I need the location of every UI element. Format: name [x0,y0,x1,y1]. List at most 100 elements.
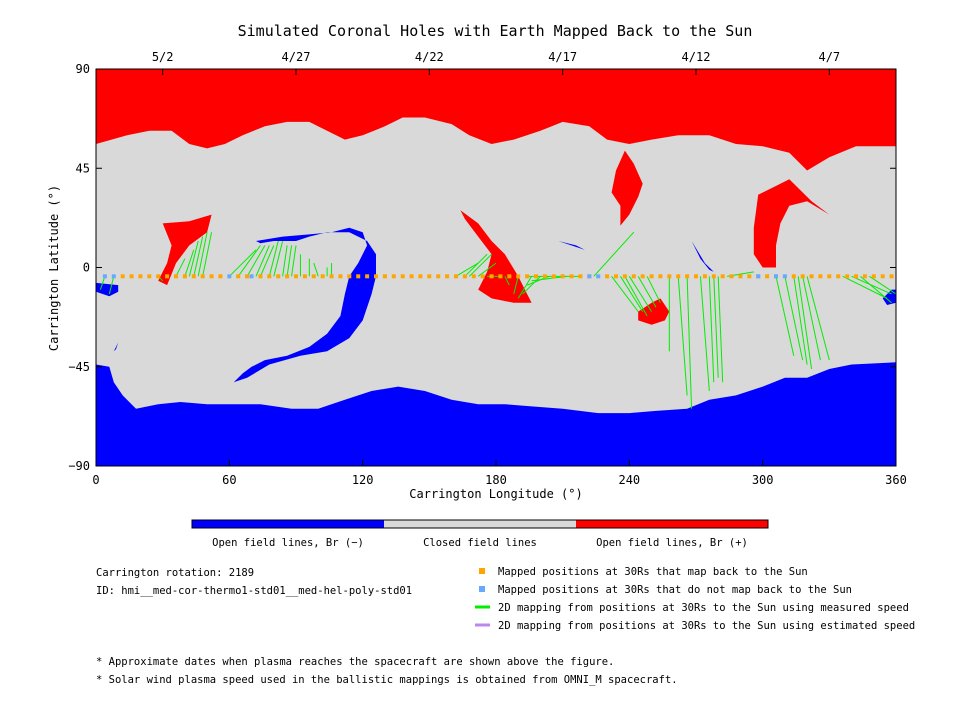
colorbar-label-2: Open field lines, Br (+) [596,537,748,549]
note-speed: * Solar wind plasma speed used in the ba… [96,674,678,686]
mapping-line-55 [797,276,813,370]
mapping-line-54 [793,276,808,365]
mapped-point-62 [694,274,698,279]
mapping-line-28 [477,262,497,277]
mapped-point-54 [622,274,627,279]
legend-swatch-unmapped [479,586,485,592]
mapped-point-37 [462,274,467,279]
region-pos-0 [96,69,896,171]
mapped-point-9 [200,274,205,279]
mapped-point-13 [245,274,250,279]
mapped-point-31 [409,274,414,279]
mapping-line-32 [517,276,532,299]
mapped-point-52 [605,274,610,279]
x-axis: 0 60 120 180 240 300 360 [92,460,907,487]
mapped-points [102,274,894,279]
mapped-point-65 [720,274,725,279]
mapping-line-2 [108,276,115,295]
legend-label-mapped: Mapped positions at 30Rs that map back t… [498,566,808,578]
mapping-line-38 [611,276,639,312]
mapping-line-56 [802,276,821,361]
mapping-line-37 [593,231,635,277]
mapped-point-67 [738,274,743,279]
mapped-point-6 [174,274,178,279]
top-date-axis: 5/2 4/27 4/22 4/17 4/12 4/7 [152,50,840,75]
region-neg-6 [96,362,896,466]
date-tick-label-3: 4/17 [548,50,577,64]
mapping-line-11 [237,245,261,277]
region-neg-11 [882,289,896,305]
mapped-point-20 [311,274,316,279]
mapped-point-72 [791,274,796,279]
mapped-point-12 [236,274,241,279]
mapped-point-55 [631,274,636,279]
date-tick-label-5: 4/7 [818,50,840,64]
region-pos-4 [638,298,670,325]
mapped-point-76 [827,274,832,279]
unmapped-point-3 [249,274,254,279]
colorbar-segment-1 [384,520,576,528]
mapped-point-30 [400,274,405,279]
x-tick-label-3: 180 [485,473,507,487]
mapped-point-66 [729,274,734,279]
colorbar: Open field lines, Br (−) Closed field lin… [191,519,769,549]
mapping-line-50 [717,276,724,383]
mapped-point-48 [560,274,565,279]
mapping-line-45 [677,276,688,396]
mapping-line-49 [713,276,719,378]
colorbar-segment-0 [192,520,384,528]
mapped-point-46 [542,274,547,279]
mapping-line-52 [775,276,795,356]
mapping-line-26 [464,253,488,277]
mapped-point-18 [294,274,298,279]
mapped-point-83 [889,274,894,279]
region-closed-13 [322,232,328,241]
mapped-point-17 [285,274,290,279]
colorbar-label-0: Open field lines, Br (−) [212,537,364,549]
region-pos-1 [158,214,212,286]
mapped-point-75 [818,274,823,279]
mapping-line-43 [646,276,661,304]
mapped-point-15 [267,274,272,279]
mapped-point-16 [276,274,281,279]
x-tick-label-1: 60 [222,473,236,487]
mapped-point-74 [809,274,814,279]
mapped-point-7 [182,274,187,279]
y-axis: −90 −45 0 45 90 [68,62,896,473]
x-axis-label: Carrington Longitude (°) [409,487,582,501]
x-tick-label-2: 120 [352,473,374,487]
date-tick-label-4: 4/12 [682,50,711,64]
mapping-line-27 [468,253,492,277]
mapped-point-80 [862,274,867,279]
region-neg-12 [113,342,119,352]
mapped-point-60 [676,274,681,279]
region-pos-2 [460,210,532,303]
mapping-line-10 [228,249,257,277]
mapping-line-8 [197,232,208,277]
legend-label-estimated: 2D mapping from positions at 30Rs to the… [498,620,915,632]
date-tick-label-2: 4/22 [415,50,444,64]
x-tick-label-5: 300 [752,473,774,487]
legend-swatch-mapped [479,568,485,574]
legend-label-unmapped: Mapped positions at 30Rs that do not map… [498,584,852,596]
mapped-point-47 [551,274,556,279]
mapping-line-15 [268,240,279,277]
mapped-point-21 [320,274,325,279]
mapped-point-44 [525,274,530,279]
mapping-line-40 [624,276,648,317]
unmapped-point-8 [782,274,787,279]
mapped-point-2 [138,274,143,279]
mapping-line-60 [860,275,892,304]
mapping-line-5 [184,249,195,277]
mapped-point-70 [765,274,770,279]
mapping-line-33 [522,275,541,295]
mapping-lines [96,231,896,409]
mapped-point-5 [165,274,170,279]
mapping-line-41 [628,276,652,312]
colorbar-segment-2 [576,520,768,528]
mapping-line-22 [313,262,319,277]
legend: Mapped positions at 30Rs that map back t… [475,566,915,632]
y-tick-label-1: −45 [68,360,90,374]
mapping-line-58 [842,275,888,299]
mapping-line-46 [686,276,693,409]
